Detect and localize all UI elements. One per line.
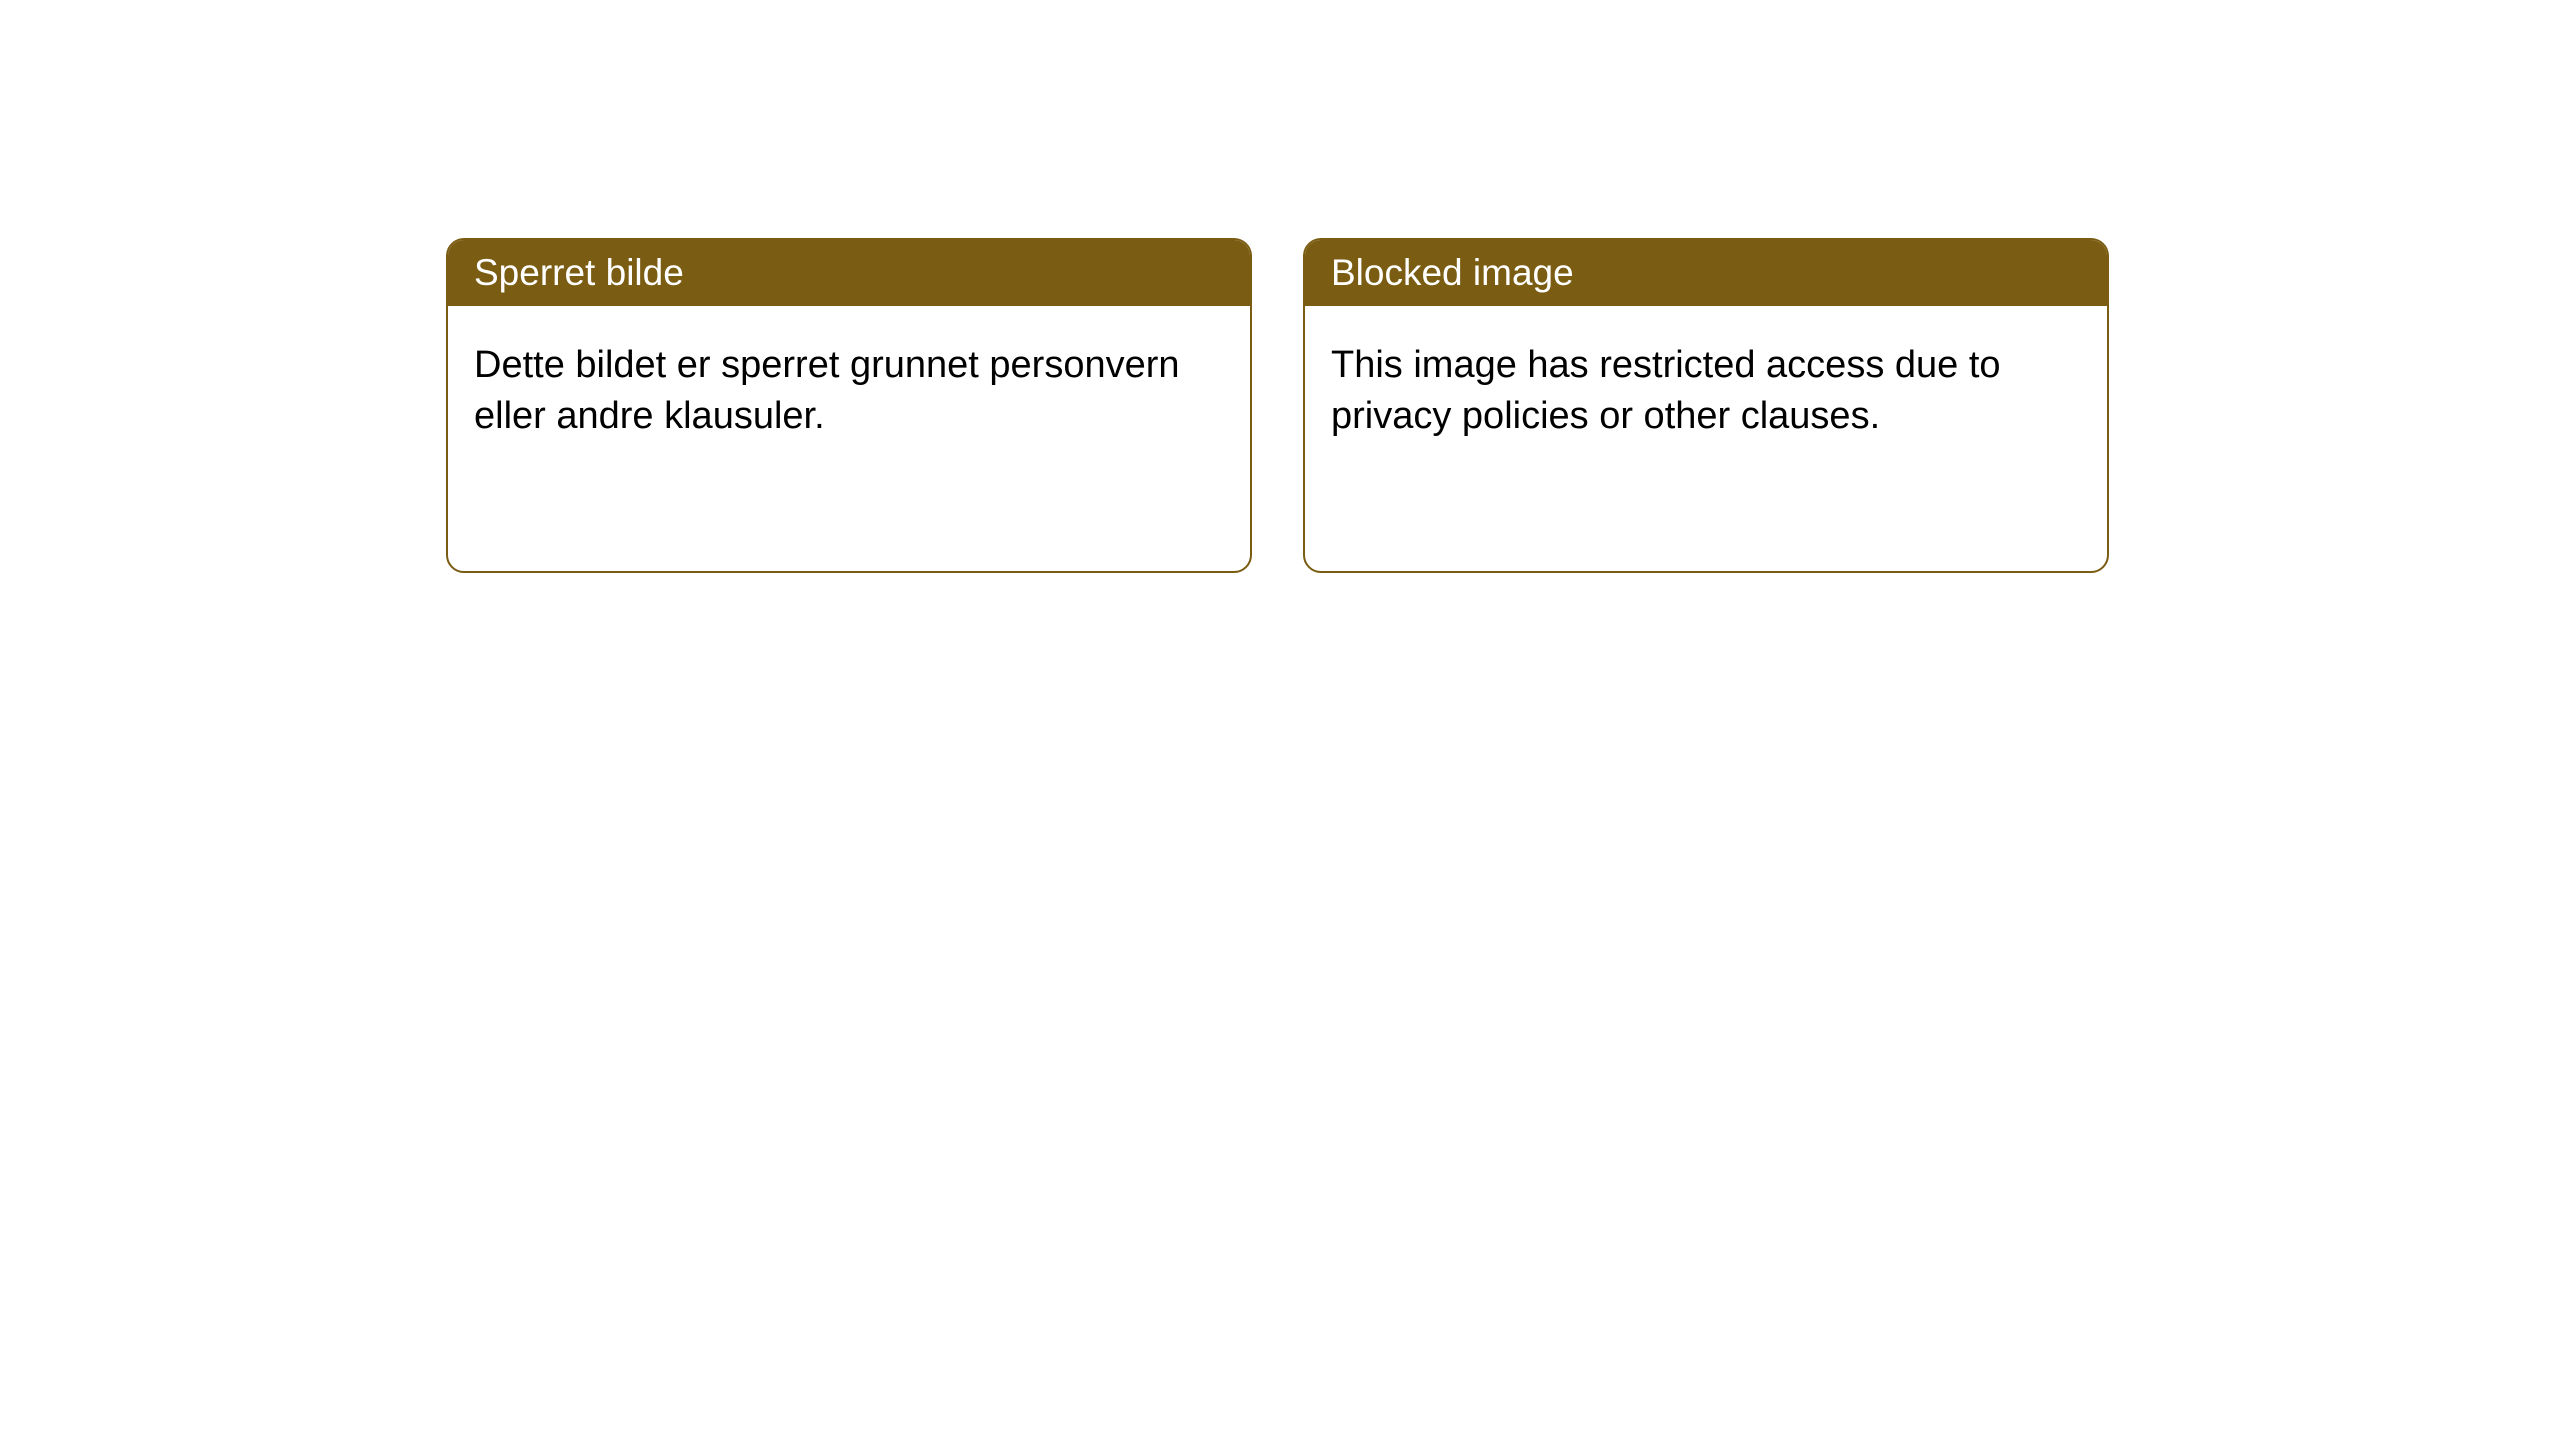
notice-card-body: This image has restricted access due to …	[1305, 306, 2107, 477]
notice-card-body-text: This image has restricted access due to …	[1331, 344, 2001, 437]
notice-card-title: Blocked image	[1331, 252, 1574, 293]
notice-cards-container: Sperret bilde Dette bildet er sperret gr…	[0, 0, 2560, 573]
notice-card-title: Sperret bilde	[474, 252, 684, 293]
notice-card-body-text: Dette bildet er sperret grunnet personve…	[474, 344, 1180, 437]
notice-card-english: Blocked image This image has restricted …	[1303, 238, 2109, 573]
notice-card-header: Blocked image	[1305, 240, 2107, 306]
notice-card-norwegian: Sperret bilde Dette bildet er sperret gr…	[446, 238, 1252, 573]
notice-card-body: Dette bildet er sperret grunnet personve…	[448, 306, 1250, 477]
notice-card-header: Sperret bilde	[448, 240, 1250, 306]
